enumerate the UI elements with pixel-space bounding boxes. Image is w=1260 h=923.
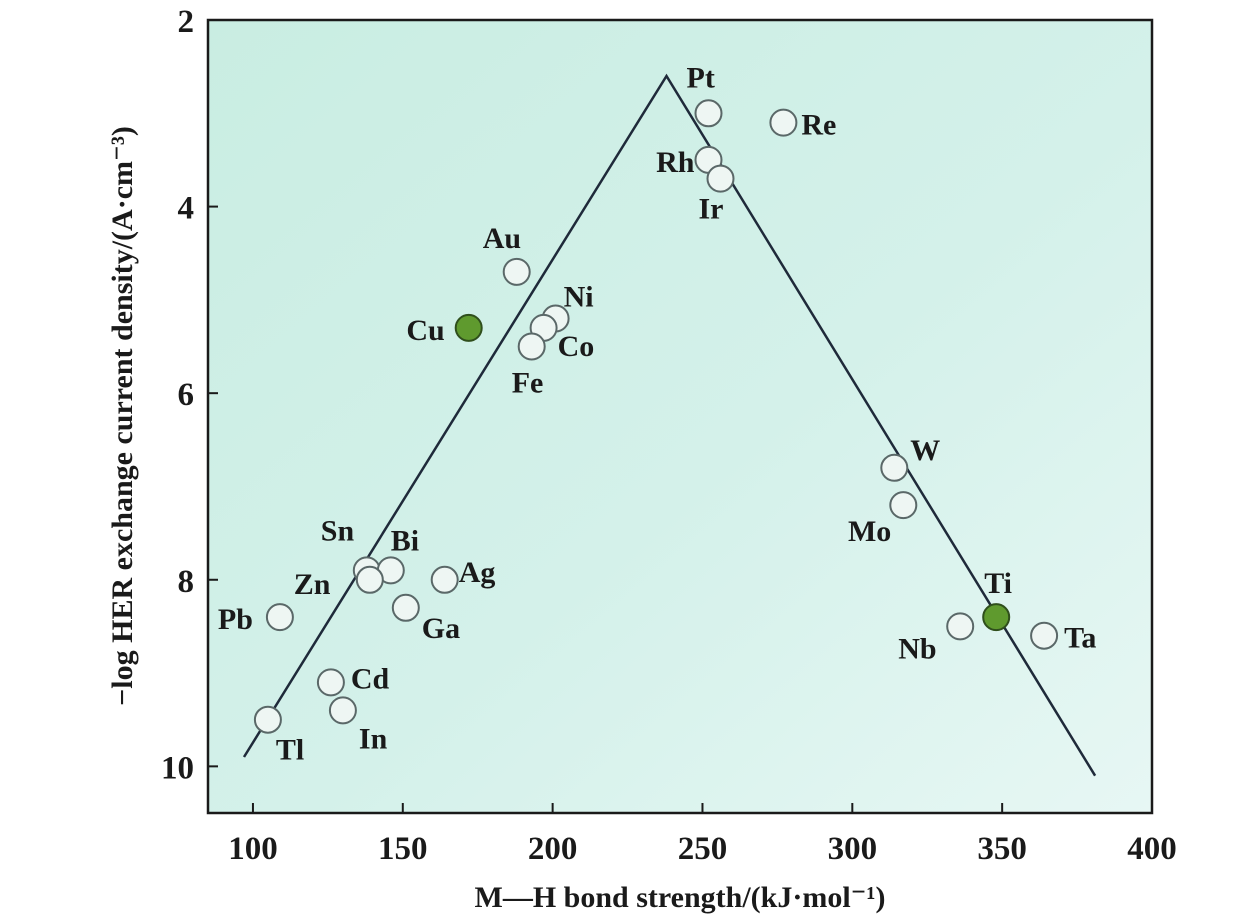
point-cd — [316, 668, 345, 697]
point-label-bi: Bi — [391, 524, 419, 557]
point-label-ag: Ag — [459, 556, 496, 589]
point-ti — [982, 603, 1011, 632]
point-label-rh: Rh — [656, 146, 695, 179]
point-mo — [889, 491, 918, 520]
y-tick-label-4: 4 — [178, 191, 195, 227]
point-label-co: Co — [558, 330, 595, 363]
point-pt — [694, 99, 723, 128]
point-label-zn: Zn — [294, 568, 331, 601]
point-ir — [706, 164, 735, 193]
point-pb — [265, 603, 294, 632]
point-label-ir: Ir — [699, 193, 724, 226]
point-in — [328, 696, 357, 725]
y-tick-label-2: 2 — [178, 4, 195, 40]
y-tick-label-10: 10 — [161, 750, 194, 786]
point-label-in: In — [359, 722, 388, 755]
x-tick-label-250: 250 — [678, 831, 728, 867]
point-cu — [454, 313, 483, 342]
x-tick-label-300: 300 — [828, 831, 878, 867]
point-label-tl: Tl — [276, 734, 304, 767]
point-label-ga: Ga — [422, 612, 460, 645]
point-label-sn: Sn — [321, 514, 355, 547]
y-tick-label-6: 6 — [178, 377, 195, 413]
point-nb — [946, 612, 975, 641]
point-label-nb: Nb — [898, 632, 936, 665]
x-tick-label-200: 200 — [528, 831, 578, 867]
point-label-cu: Cu — [406, 314, 444, 347]
point-label-ti: Ti — [984, 567, 1012, 600]
point-label-fe: Fe — [512, 367, 544, 400]
x-tick-label-400: 400 — [1127, 831, 1177, 867]
point-label-pb: Pb — [218, 603, 253, 636]
x-axis-title: M—H bond strength/(kJ·mol⁻¹) — [475, 881, 886, 914]
x-tick-label-100: 100 — [228, 831, 278, 867]
point-re — [769, 108, 798, 137]
point-label-mo: Mo — [848, 515, 891, 548]
point-fe — [517, 332, 546, 361]
x-tick-label-150: 150 — [378, 831, 428, 867]
point-label-w: W — [910, 434, 940, 467]
point-zn — [355, 565, 384, 594]
point-label-pt: Pt — [687, 61, 715, 94]
point-label-re: Re — [801, 109, 836, 142]
point-au — [502, 257, 531, 286]
point-label-ta: Ta — [1064, 622, 1096, 655]
y-axis-title: −log HER exchange current density/(A·cm⁻… — [106, 126, 139, 706]
x-tick-label-350: 350 — [977, 831, 1027, 867]
point-ga — [391, 593, 420, 622]
y-tick-label-8: 8 — [178, 564, 195, 600]
point-w — [880, 453, 909, 482]
point-label-cd: Cd — [351, 662, 390, 695]
point-ag — [430, 565, 459, 594]
point-label-au: Au — [483, 222, 521, 255]
volcano-line — [242, 73, 1097, 777]
point-label-ni: Ni — [564, 281, 594, 314]
plot-area — [206, 18, 1154, 815]
point-tl — [253, 705, 282, 734]
point-ta — [1030, 621, 1059, 650]
